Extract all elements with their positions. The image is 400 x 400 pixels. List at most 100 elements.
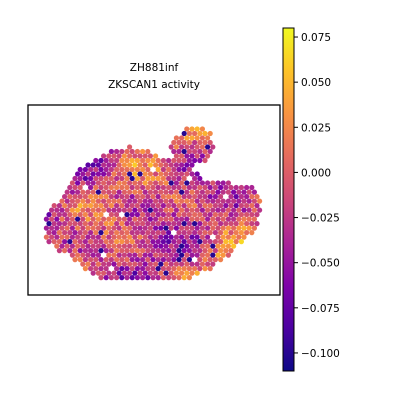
- spot-point: [197, 221, 203, 227]
- spot-point: [85, 171, 91, 177]
- spot-point: [127, 162, 133, 168]
- spot-point: [106, 180, 112, 186]
- spot-point: [231, 198, 237, 204]
- spot-point: [238, 230, 244, 236]
- spot-point: [72, 203, 78, 209]
- spot-point: [184, 180, 190, 186]
- spot-point: [199, 261, 205, 267]
- spot-point: [220, 225, 226, 231]
- spot-point: [98, 157, 104, 164]
- spot-point: [80, 243, 86, 249]
- spot-point: [168, 243, 174, 249]
- spot-point: [90, 180, 96, 186]
- spot-point: [171, 257, 177, 263]
- spot-point: [132, 234, 138, 240]
- spot-point: [179, 252, 185, 258]
- spot-point: [158, 198, 164, 204]
- spot-point: [150, 212, 156, 218]
- spot-point: [59, 243, 65, 249]
- spot-point: [103, 194, 109, 200]
- spot-point: [119, 230, 125, 236]
- spot-point: [176, 275, 182, 281]
- spot-point: [155, 212, 161, 218]
- spot-point: [184, 252, 190, 258]
- spot-point: [82, 212, 88, 218]
- spot-point: [246, 216, 252, 222]
- spot-point: [166, 175, 172, 182]
- spot-point: [64, 198, 70, 204]
- spot-point: [160, 239, 166, 245]
- spot-point: [179, 243, 185, 249]
- spot-point: [189, 234, 195, 240]
- spot-point: [145, 166, 151, 173]
- spot-point: [150, 275, 156, 281]
- spot-point: [101, 252, 107, 258]
- spot-point: [62, 221, 68, 227]
- spot-point: [72, 257, 78, 263]
- spot-point: [212, 194, 218, 200]
- spot-point: [176, 212, 182, 218]
- spot-point: [77, 166, 83, 173]
- spot-point: [197, 212, 203, 218]
- spot-point: [134, 203, 140, 209]
- spot-point: [127, 171, 133, 177]
- spot-point: [158, 261, 164, 267]
- spot-point: [116, 207, 122, 213]
- spot-point: [155, 239, 161, 245]
- spot-point: [124, 275, 130, 281]
- spot-point: [223, 221, 229, 227]
- spot-point: [153, 198, 159, 204]
- spot-point: [80, 234, 86, 240]
- spot-point: [215, 189, 221, 195]
- spot-point: [56, 230, 63, 236]
- spot-point: [56, 203, 63, 209]
- spot-point: [153, 171, 159, 177]
- spot-point: [158, 180, 164, 186]
- spot-point: [111, 180, 117, 186]
- spot-point: [103, 266, 109, 272]
- spot-point: [82, 257, 88, 263]
- spot-point: [246, 207, 252, 213]
- spot-point: [124, 257, 130, 263]
- spot-point: [137, 261, 143, 267]
- spot-point: [184, 207, 190, 213]
- spot-point: [59, 216, 65, 222]
- spot-point: [184, 144, 190, 150]
- spot-point: [215, 234, 221, 240]
- spot-point: [114, 257, 120, 263]
- spot-point: [72, 184, 78, 191]
- spot-point: [251, 198, 257, 204]
- spot-point: [69, 180, 75, 186]
- spot-point: [95, 198, 101, 204]
- spot-point: [132, 207, 138, 213]
- spot-point: [137, 153, 143, 159]
- spot-point: [77, 248, 83, 254]
- spot-point: [145, 248, 151, 254]
- spot-point: [140, 266, 146, 272]
- spot-point: [147, 216, 153, 222]
- spot-point: [171, 212, 177, 218]
- spot-point: [192, 148, 198, 155]
- spot-point: [160, 184, 166, 191]
- spot-point: [189, 270, 195, 276]
- spot-point: [202, 148, 208, 155]
- spot-point: [116, 225, 122, 231]
- spot-point: [54, 243, 60, 249]
- spot-point: [181, 175, 187, 182]
- spot-point: [108, 230, 114, 236]
- spot-point: [98, 203, 104, 209]
- spot-point: [108, 203, 114, 209]
- spot-point: [205, 144, 211, 150]
- spot-point: [129, 212, 135, 218]
- spot-point: [75, 189, 81, 195]
- spot-point: [80, 189, 86, 195]
- spot-point: [111, 234, 117, 240]
- spot-point: [155, 257, 161, 263]
- spot-point: [233, 184, 239, 191]
- spot-point: [181, 139, 187, 146]
- spot-point: [119, 266, 125, 272]
- spot-point: [95, 270, 101, 276]
- spot-point: [124, 175, 130, 182]
- spot-point: [246, 198, 252, 204]
- spot-point: [236, 189, 242, 195]
